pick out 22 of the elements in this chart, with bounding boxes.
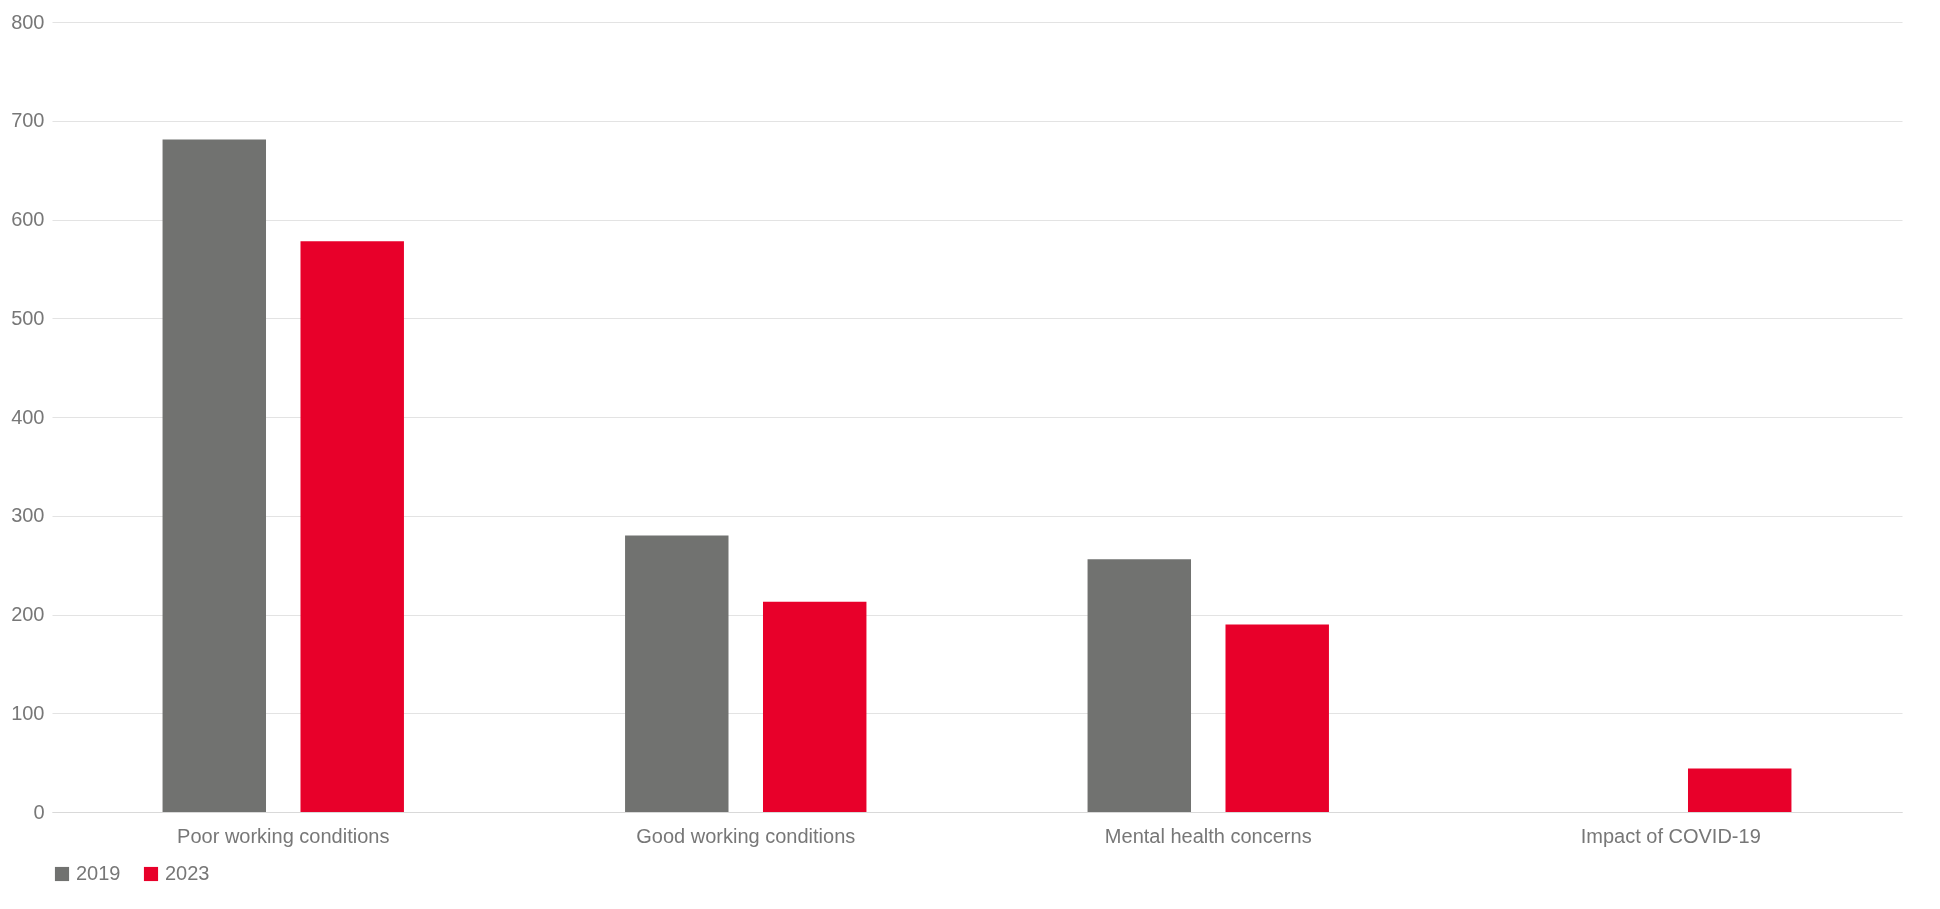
y-tick-label: 700	[11, 109, 45, 132]
bar	[1087, 559, 1192, 812]
y-tick-label: 400	[11, 405, 45, 428]
y-tick-label: 600	[11, 208, 45, 230]
y-tick-label: 500	[11, 306, 45, 329]
bar	[1687, 768, 1792, 812]
x-tick-label: Impact of COVID-19	[1580, 824, 1761, 847]
bar	[162, 139, 267, 812]
x-tick-label: Mental health concerns	[1104, 824, 1312, 847]
y-tick-label: 0	[33, 800, 45, 823]
x-tick-label: Poor working conditions	[177, 824, 390, 847]
bar	[1225, 624, 1329, 812]
x-tick-label: Good working conditions	[636, 824, 856, 847]
legend-label: 2019	[76, 862, 121, 884]
y-tick-label: 800	[11, 10, 45, 33]
bar	[625, 535, 729, 812]
legend-label: 2023	[165, 862, 210, 884]
y-tick-label: 300	[11, 504, 45, 527]
y-tick-label: 100	[11, 701, 45, 724]
bar	[300, 241, 404, 812]
bar	[762, 601, 867, 812]
y-tick-label: 200	[11, 603, 45, 625]
